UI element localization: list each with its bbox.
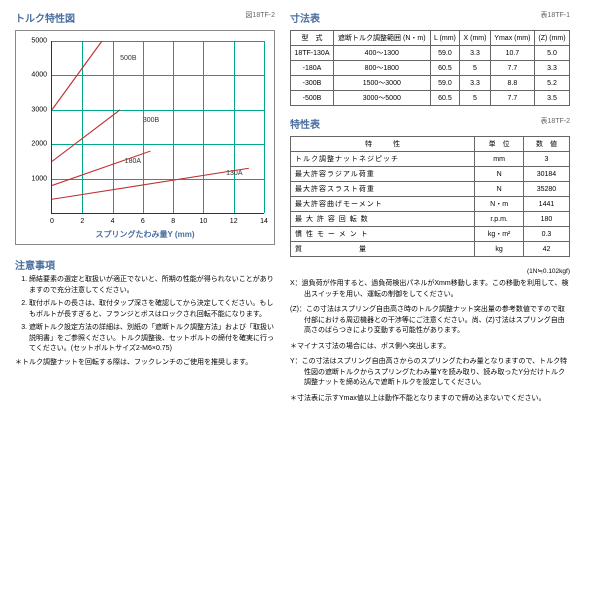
note-item: 取付ボルトの長さは、取付タップ深さを確認してから決定してください。もしもボルトが…: [29, 299, 275, 320]
table-header: 数 値: [523, 137, 569, 152]
chart-subtitle: 図18TF-2: [245, 10, 275, 20]
table-row: 質 量kg42: [291, 242, 570, 257]
table-row: -300B1500～300059.03.38.85.2: [291, 76, 570, 91]
props-title: 特性表 表18TF-2: [290, 116, 570, 131]
table-row: 最 大 許 容 回 転 数r.p.m.180: [291, 212, 570, 227]
table-row: 最大許容曲げモーメントN・m1441: [291, 197, 570, 212]
dim-note-star: ＊寸法表に示すYmax値以上は動作不能となりますので締め込まないでください。: [290, 394, 570, 405]
notes-star: ＊トルク調整ナットを回転する際は、フックレンチのご使用を推奨します。: [15, 358, 275, 369]
table-header: 遮断トルク調整範囲 (N・m): [333, 31, 430, 46]
table-row: 18TF-130A400～130059.03.310.75.0: [291, 46, 570, 61]
chart-title: トルク特性図 図18TF-2: [15, 10, 275, 25]
properties-table: 特 性単 位数 値トルク調整ナットネジピッチmm3最大許容ラジアル荷重N3018…: [290, 136, 570, 257]
table-row: トルク調整ナットネジピッチmm3: [291, 152, 570, 167]
dim-note: (Z)：この寸法はスプリング自由高さ時のトルク調整ナット突出量の参考数値ですので…: [290, 305, 570, 337]
dims-title: 寸法表 表18TF-1: [290, 10, 570, 25]
dim-note: Y：この寸法はスプリング自由高さからのスプリングたわみ量となりますので、トルク特…: [290, 357, 570, 389]
table-header: 単 位: [475, 137, 524, 152]
dim-note-star: ＊マイナス寸法の場合には、ボス側へ突出します。: [290, 342, 570, 353]
note-item: 遮断トルク設定方法の詳細は、別紙の「遮断トルク調整方法」および「取扱い説明書」を…: [29, 323, 275, 355]
table-header: Ymax (mm): [490, 31, 534, 46]
table-header: L (mm): [430, 31, 460, 46]
table-row: 慣 性 モ ー メ ン トkg・m²0.3: [291, 227, 570, 242]
dim-note: X：過負荷が作用すると、過負荷検出パネルがXmm移動します。この移動を利用して、…: [290, 279, 570, 300]
unit-footnote: (1N≒0.102kgf): [290, 267, 570, 275]
table-row: 最大許容ラジアル荷重N30184: [291, 167, 570, 182]
notes-title: 注意事項: [15, 257, 275, 272]
dimensions-table: 型 式遮断トルク調整範囲 (N・m)L (mm)X (mm)Ymax (mm)(…: [290, 30, 570, 106]
table-row: -500B3000～500060.557.73.5: [291, 91, 570, 106]
notes-block: 締結要素の選定と取扱いが適正でないと、所期の性能が得られないことがありますので充…: [15, 275, 275, 368]
table-header: X (mm): [460, 31, 491, 46]
note-item: 締結要素の選定と取扱いが適正でないと、所期の性能が得られないことがありますので充…: [29, 275, 275, 296]
chart-xlabel: スプリングたわみ量Y (mm): [96, 229, 195, 240]
right-notes-block: X：過負荷が作用すると、過負荷検出パネルがXmm移動します。この移動を利用して、…: [290, 279, 570, 404]
table-header: (Z) (mm): [534, 31, 569, 46]
table-header: 特 性: [291, 137, 475, 152]
table-header: 型 式: [291, 31, 334, 46]
table-row: -180A800～180060.557.73.3: [291, 61, 570, 76]
torque-chart: 遮断トルク (N・m) 1000200030004000500002468101…: [15, 30, 275, 245]
table-row: 最大許容スラスト荷重N35280: [291, 182, 570, 197]
